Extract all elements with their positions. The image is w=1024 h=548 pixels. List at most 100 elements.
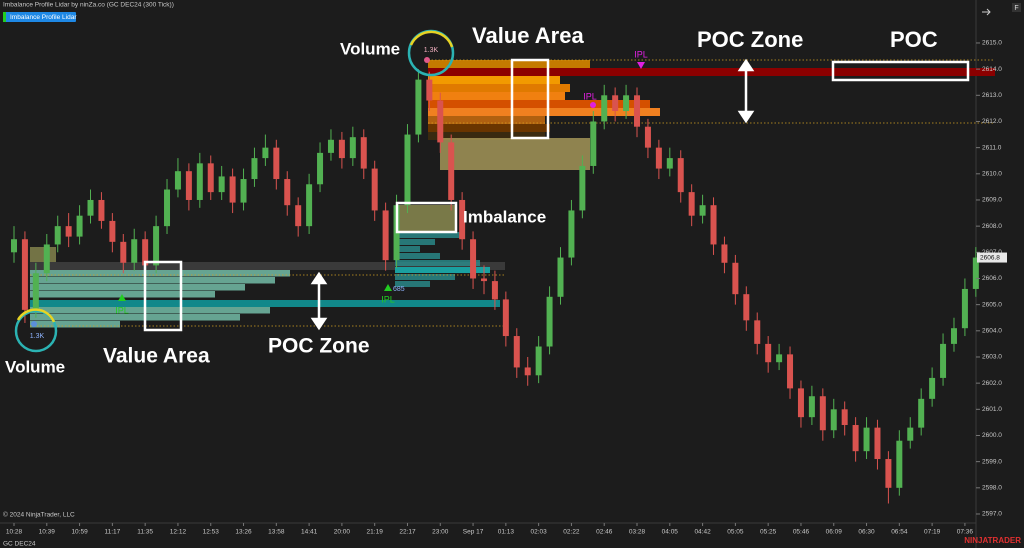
y-tick-label: 2608.0 — [982, 223, 1002, 230]
candle-body — [142, 239, 149, 266]
x-tick-label: 04:42 — [694, 529, 711, 536]
x-tick-label: 05:25 — [760, 529, 777, 536]
annotation: Value Area — [103, 345, 210, 368]
candle-body — [196, 163, 203, 200]
annotation: IPL — [583, 91, 597, 101]
imbalance-box — [30, 247, 56, 262]
x-tick-label: 23:00 — [432, 529, 449, 536]
candle-body — [207, 163, 214, 193]
candle-body — [535, 346, 542, 376]
candle-body — [295, 205, 302, 227]
candle-body — [732, 262, 739, 295]
candle-body — [32, 273, 39, 310]
annotation: POC Zone — [697, 27, 803, 52]
profile-row — [395, 246, 420, 252]
candle-body — [11, 239, 17, 253]
arrow-icon[interactable] — [982, 8, 991, 16]
candle-body — [787, 354, 794, 389]
candle-body — [896, 440, 903, 488]
annotation: IPL — [634, 49, 648, 59]
candle-body — [43, 244, 50, 274]
profile-row — [395, 281, 430, 287]
candle-body — [634, 95, 641, 127]
candle-body — [164, 189, 171, 227]
y-tick-label: 2601.0 — [982, 406, 1002, 413]
y-tick-label: 2613.0 — [982, 92, 1002, 99]
highlight-box — [395, 201, 458, 234]
brand: NINJATRADER — [964, 536, 1021, 545]
x-tick-label: 02:46 — [596, 529, 613, 536]
candle-body — [557, 257, 564, 297]
candle-body — [940, 343, 947, 378]
x-tick-label: 22:17 — [399, 529, 416, 536]
y-tick-label: 2603.0 — [982, 354, 1002, 361]
candle-body — [710, 205, 717, 245]
x-tick-label: 06:09 — [826, 529, 843, 536]
x-tick-label: 04:05 — [662, 529, 679, 536]
x-tick-label: 12:53 — [203, 529, 220, 536]
y-tick-label: 2615.0 — [982, 40, 1002, 47]
y-tick-label: 2604.0 — [982, 328, 1002, 335]
candle-body — [284, 179, 291, 206]
candle-body — [76, 215, 83, 237]
candle-body — [688, 192, 695, 216]
ipl-marker — [118, 294, 126, 301]
candle-body — [251, 158, 258, 180]
candle-body — [644, 126, 651, 148]
profile-row — [395, 267, 490, 273]
ipl-marker — [637, 62, 645, 69]
profile-row — [428, 100, 650, 108]
candle-body — [360, 137, 367, 169]
candle-body — [863, 427, 870, 452]
profile-row — [428, 116, 545, 124]
indicator-label[interactable]: Imbalance Profile Lidar — [10, 14, 77, 21]
candle-body — [819, 396, 826, 431]
candle-body — [808, 396, 815, 418]
x-tick-label: 05:46 — [793, 529, 810, 536]
last-price-box — [977, 252, 1007, 263]
annotation: 1.3K — [424, 47, 439, 54]
x-tick-label: 14:41 — [301, 529, 318, 536]
annotation: Volume — [340, 39, 400, 58]
imbalance-box — [398, 205, 455, 232]
x-tick-label: 07:36 — [957, 529, 974, 536]
candle-body — [120, 241, 127, 263]
menu-icon[interactable]: F — [1014, 5, 1018, 12]
profile-row — [428, 132, 545, 140]
candle-body — [623, 95, 630, 112]
profile-row — [428, 76, 560, 84]
x-tick-label: 21:19 — [367, 529, 384, 536]
x-tick-label: 11:17 — [104, 529, 120, 536]
candle-body — [677, 158, 684, 193]
candle-body — [972, 257, 979, 289]
candle-body — [185, 171, 192, 200]
y-tick-label: 2598.0 — [982, 485, 1002, 492]
profile-row — [30, 270, 290, 277]
candle-body — [65, 226, 72, 237]
candle-body — [273, 147, 280, 180]
annotation: IPL — [115, 305, 129, 315]
annotation: 1.3K — [30, 333, 45, 340]
x-tick-label: 06:30 — [858, 529, 875, 536]
candle-body — [841, 409, 848, 426]
x-tick-label: 07:19 — [924, 529, 941, 536]
x-tick-label: Sep 17 — [463, 529, 484, 536]
candle-body — [885, 459, 892, 488]
x-tick-label: 01:13 — [498, 529, 515, 536]
copyright: © 2024 NinjaTrader, LLC — [3, 511, 75, 519]
profile-row — [395, 253, 440, 259]
candle-body — [513, 336, 520, 368]
candle-body — [666, 158, 673, 169]
annotation-layer: Volume 1.3K Value Area POC Zone POC Imba… — [5, 23, 970, 376]
indicator-button[interactable] — [3, 12, 76, 22]
y-tick-label: 2611.0 — [982, 144, 1002, 151]
candle-body — [579, 165, 586, 211]
menu-button[interactable] — [1012, 3, 1021, 12]
candle-body — [590, 121, 597, 166]
candle-body — [502, 299, 509, 337]
candle-body — [907, 427, 914, 441]
candle-body — [459, 199, 466, 240]
candle-body — [797, 388, 804, 418]
x-tick-label: 02:22 — [563, 529, 580, 536]
